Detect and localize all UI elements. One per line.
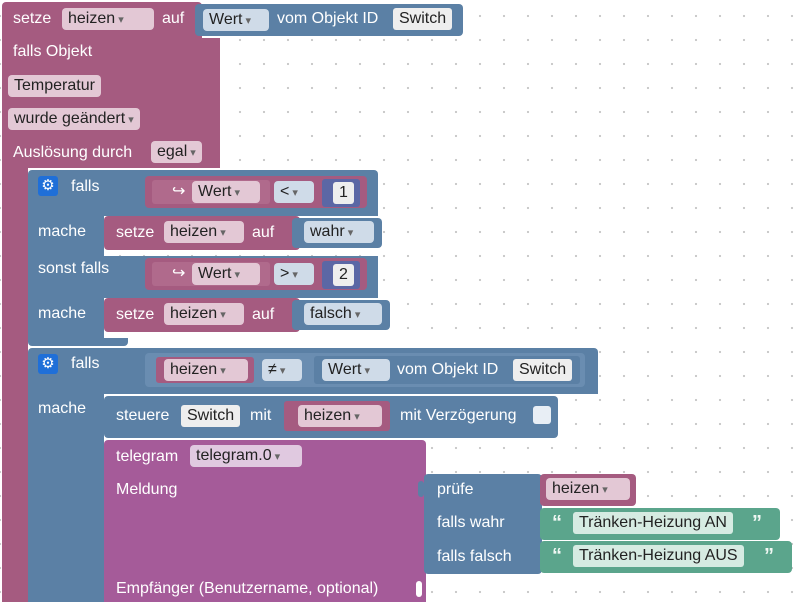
attribute-dropdown[interactable]: Wert — [203, 9, 269, 31]
attribute-dropdown[interactable]: Wert — [322, 359, 390, 381]
setze-label: setze — [116, 306, 155, 323]
text-field[interactable]: Tränken-Heizung AN — [573, 512, 733, 534]
variable-dropdown[interactable]: heizen — [298, 405, 382, 427]
open-quote-icon: “ — [552, 512, 562, 534]
if-block-1-foot — [28, 338, 128, 346]
setze-label: setze — [116, 224, 155, 241]
trigger-object-field[interactable]: Temperatur — [8, 75, 101, 97]
variable-dropdown[interactable]: heizen — [164, 303, 244, 325]
falls-label: falls — [71, 355, 100, 372]
falls-label: falls — [71, 178, 100, 195]
trigger-body-spine — [2, 168, 28, 602]
arrow-icon: ↪ — [172, 265, 186, 282]
gear-icon[interactable]: ⚙ — [38, 176, 58, 196]
if-block-2-spine — [28, 394, 104, 602]
telegram-instance-dropdown[interactable]: telegram.0 — [190, 445, 302, 467]
boolean-dropdown[interactable]: wahr — [304, 221, 374, 243]
mit-verzoegerung-label: mit Verzögerung — [400, 407, 517, 424]
vom-objekt-label: vom Objekt ID — [277, 10, 379, 27]
variable-dropdown[interactable]: heizen — [164, 221, 244, 243]
falls-objekt-label: falls Objekt — [13, 43, 93, 60]
falls-wahr-label: falls wahr — [437, 514, 505, 531]
wert-dropdown[interactable]: Wert — [192, 181, 260, 203]
mache-label: mache — [38, 305, 87, 322]
steuere-label: steuere — [116, 407, 170, 424]
telegram-label: telegram — [116, 448, 179, 465]
input-connector — [416, 581, 422, 597]
falls-falsch-label: falls falsch — [437, 548, 512, 565]
operator-dropdown[interactable]: < — [274, 181, 314, 203]
mache-label: mache — [38, 223, 87, 240]
vom-objekt-label: vom Objekt ID — [397, 361, 499, 378]
control-object-field[interactable]: Switch — [181, 405, 241, 427]
sonst-falls-label: sonst falls — [38, 260, 110, 277]
auf-label: auf — [252, 306, 275, 323]
variable-dropdown[interactable]: heizen — [546, 478, 630, 500]
object-id-field[interactable]: Switch — [513, 359, 573, 381]
ausloesung-label: Auslösung durch — [13, 144, 133, 161]
number-field[interactable]: 1 — [333, 182, 354, 204]
close-quote-icon: ” — [752, 512, 762, 534]
operator-dropdown[interactable]: > — [274, 263, 314, 285]
operator-dropdown[interactable]: ≠ — [262, 359, 302, 381]
auf-label: auf — [252, 224, 275, 241]
meldung-label: Meldung — [116, 481, 178, 498]
setze-label: setze — [13, 10, 52, 27]
text-field[interactable]: Tränken-Heizung AUS — [573, 545, 744, 567]
if-block-1-spine-b — [28, 298, 104, 338]
ternary-block[interactable] — [424, 474, 542, 574]
delay-checkbox[interactable] — [533, 406, 551, 424]
variable-dropdown[interactable]: heizen — [164, 359, 248, 381]
arrow-icon: ↪ — [172, 183, 186, 200]
if-block-1-spine-a — [28, 216, 104, 256]
ausloesung-dropdown[interactable]: egal — [151, 141, 202, 163]
trigger-condition-dropdown[interactable]: wurde geändert — [8, 108, 140, 130]
pruefe-label: prüfe — [437, 481, 474, 498]
empfaenger-label: Empfänger (Benutzername, optional) — [116, 580, 379, 597]
variable-dropdown[interactable]: heizen — [62, 8, 154, 30]
number-field[interactable]: 2 — [333, 264, 354, 286]
open-quote-icon: “ — [552, 545, 562, 567]
mit-label: mit — [250, 407, 272, 424]
close-quote-icon: ” — [764, 545, 774, 567]
auf-label: auf — [162, 10, 185, 27]
wert-dropdown[interactable]: Wert — [192, 263, 260, 285]
mache-label: mache — [38, 400, 87, 417]
gear-icon[interactable]: ⚙ — [38, 354, 58, 374]
boolean-dropdown[interactable]: falsch — [304, 303, 382, 325]
object-id-field[interactable]: Switch — [393, 8, 453, 30]
input-connector — [418, 481, 424, 497]
